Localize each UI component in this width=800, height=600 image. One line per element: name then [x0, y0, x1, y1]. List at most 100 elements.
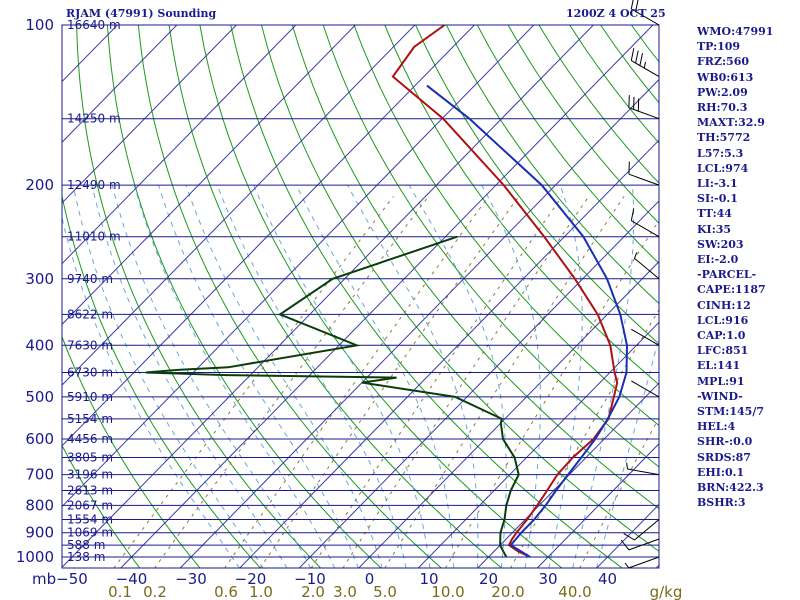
moist-adiabat-line [91, 184, 288, 568]
isotherm-line [0, 20, 63, 570]
isotherm-line [417, 321, 659, 568]
dry-adiabat-line [476, 25, 659, 265]
mixing-ratio-line [259, 196, 520, 568]
wind-barb [634, 252, 660, 280]
dry-adiabat-line [384, 25, 659, 386]
index-item: SI:-0.1 [697, 192, 738, 206]
wind-barb [620, 538, 660, 551]
pressure-tick-label: 700 [25, 466, 54, 484]
height-label: 7630 m [67, 338, 113, 352]
index-item: -WIND- [697, 389, 743, 403]
height-label: 14250 m [67, 112, 121, 126]
wind-barb [623, 519, 660, 541]
isotherm-line [62, 25, 238, 204]
height-label: 2613 m [67, 484, 113, 498]
isotherm-line [62, 25, 416, 386]
mixing-ratio-line [310, 196, 563, 568]
index-item: EI:-2.0 [697, 253, 739, 267]
mixing-ratio-label: 0.1 [108, 583, 132, 600]
temperature-tick-label: −30 [175, 570, 207, 588]
index-item: WB0:613 [697, 70, 754, 84]
dry-adiabat-line [62, 335, 201, 568]
dry-adiabat-line [291, 25, 659, 510]
index-item: RH:70.3 [697, 101, 748, 115]
pressure-tick-label: 200 [25, 176, 54, 194]
moist-adiabat-line [408, 184, 507, 568]
moist-adiabat-line [253, 184, 431, 568]
index-item: WMO:47991 [697, 25, 774, 38]
dry-adiabats [62, 25, 659, 568]
mixing-ratio-label: 3.0 [333, 583, 357, 600]
isotherm-line [62, 25, 476, 447]
isotherm-line [0, 20, 3, 570]
temperature-tick-label: 30 [538, 570, 557, 588]
index-item: FRZ:560 [697, 55, 750, 69]
index-item: STM:145/7 [697, 405, 764, 419]
plot-frame [61, 24, 660, 569]
wind-barb-flag [620, 539, 630, 551]
moist-adiabat-line [72, 184, 264, 568]
dry-adiabat-line [445, 25, 659, 305]
dry-adiabat-line [62, 444, 141, 568]
height-label: 16640 m [67, 18, 121, 32]
moist-adiabat-line [572, 185, 635, 568]
wind-barb-flag [639, 53, 643, 66]
index-item: PW:2.09 [697, 85, 748, 99]
moist-adiabat-line [216, 184, 407, 568]
height-label: 11010 m [67, 230, 121, 244]
sounding-indices: WMO:47991 TP:109 FRZ:560 WB0:613 PW:2.09 RH:7… [697, 24, 773, 511]
wind-barb [630, 208, 660, 238]
height-label: 2067 m [67, 498, 113, 512]
index-item: EL:141 [697, 359, 741, 373]
wind-barb [630, 48, 660, 78]
index-item: BRN:422.3 [697, 481, 764, 495]
height-label: 5910 m [67, 390, 113, 404]
index-item: KI:35 [697, 222, 732, 236]
wind-barb-staff [631, 60, 660, 78]
index-item: SHR-:0.0 [697, 435, 753, 449]
sounding-line [145, 235, 520, 558]
sounding-line [426, 84, 629, 558]
mixing-ratio-label: 2.0 [301, 583, 325, 600]
index-item: -PARCEL- [697, 268, 757, 282]
wind-barb [630, 0, 660, 26]
index-item: LCL:916 [697, 313, 749, 327]
sounding-line [391, 25, 619, 558]
isotherm-line [358, 260, 659, 568]
wind-barb-staff [628, 538, 660, 551]
pressure-tick-label: 900 [25, 524, 54, 542]
mixing-ratio-label: 0.2 [143, 583, 167, 600]
temperature-tick-label: −40 [116, 570, 148, 588]
moist-adiabat-line [548, 184, 583, 568]
mixing-ratio-label: 20.0 [491, 583, 524, 600]
wind-barb-flag [630, 208, 635, 221]
wind-barb-flag [630, 0, 634, 10]
wind-barb-half [634, 252, 638, 259]
moist-adiabat-line [596, 335, 659, 568]
moist-adiabat-line [481, 184, 541, 568]
wind-barb-staff [627, 468, 660, 476]
height-label: 12490 m [67, 178, 121, 192]
index-item: HEL:4 [697, 420, 736, 434]
height-label: 3805 m [67, 451, 113, 465]
wind-barb [626, 462, 660, 476]
dry-adiabat-line [76, 25, 322, 568]
index-item: CINH:12 [697, 298, 751, 312]
height-label: 3196 m [67, 468, 113, 482]
mixing-ratio-lines [113, 196, 659, 568]
index-item: BSHR:3 [697, 496, 746, 510]
index-item: CAP:1.0 [697, 329, 746, 343]
wind-barb-staff [631, 220, 660, 238]
wind-barb-staff [631, 328, 660, 346]
wind-barb-half [626, 462, 628, 470]
wind-barb [631, 380, 660, 398]
pressure-tick-label: 500 [25, 388, 54, 406]
mixing-ratio-line [384, 196, 625, 568]
height-label: 9740 m [67, 272, 113, 286]
temperature-tick-label: 0 [365, 570, 375, 588]
mixing-ratio-unit: g/kg [650, 583, 683, 600]
pressure-tick-label: 1000 [16, 548, 54, 566]
index-item: LFC:851 [697, 344, 749, 358]
index-item: LI:-3.1 [697, 177, 738, 191]
height-label: 8622 m [67, 307, 113, 321]
